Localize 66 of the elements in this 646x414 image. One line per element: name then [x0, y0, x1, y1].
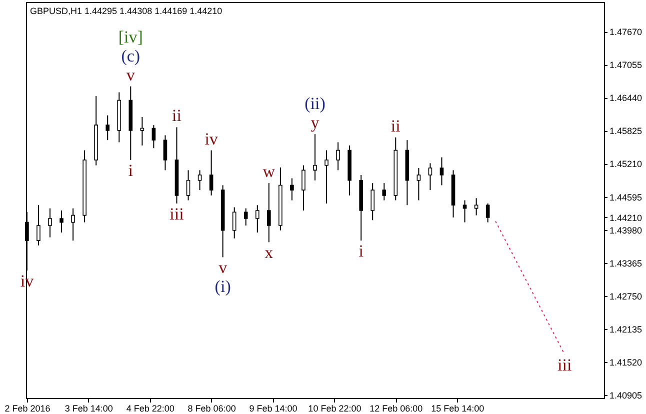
annotation: iii — [170, 204, 184, 224]
annotation: y — [310, 113, 320, 132]
annotation: ii — [172, 106, 182, 126]
x-tick-label: 9 Feb 14:00 — [249, 404, 298, 414]
y-tick-label: 1.42135 — [610, 324, 642, 334]
chart-title: GBPUSD,H1 1.44295 1.44308 1.44169 1.44210 — [30, 6, 222, 16]
y-tick-label: 1.47055 — [610, 60, 642, 70]
candlestick — [198, 170, 202, 191]
y-tick-label: 1.40905 — [610, 390, 642, 401]
candlestick — [290, 178, 294, 201]
candlestick — [474, 198, 478, 216]
annotation: (c) — [121, 46, 140, 66]
candlestick — [186, 170, 190, 201]
annotation: [iv] — [118, 27, 143, 46]
candlestick — [313, 134, 317, 181]
candlestick — [486, 202, 490, 223]
candlestick — [370, 182, 375, 221]
y-tick-label: 1.47670 — [610, 27, 642, 38]
candlestick — [209, 150, 214, 196]
y-tick-label: 1.44210 — [610, 212, 642, 223]
annotation: iv — [204, 129, 218, 148]
y-tick-label: 1.43365 — [610, 258, 642, 268]
candlestick — [267, 182, 271, 243]
annotation: x — [264, 243, 274, 262]
annotation: iii — [558, 355, 572, 374]
annotation: v — [126, 65, 136, 84]
annotation: w — [262, 162, 276, 182]
y-tick-label: 1.45210 — [610, 159, 642, 170]
annotation: (i) — [214, 277, 231, 296]
candlestick — [163, 134, 168, 171]
candlestick — [152, 124, 156, 149]
candlestick — [71, 208, 75, 242]
x-tick-label: 2 Feb 2016 — [4, 404, 50, 414]
annotation: i — [358, 242, 364, 261]
y-tick-label: 1.43980 — [610, 225, 642, 236]
y-tick-label: 1.46440 — [610, 93, 642, 104]
candlestick — [244, 208, 248, 226]
annotation: v — [218, 258, 228, 278]
annotation: ii — [390, 116, 401, 136]
candlestick — [440, 156, 444, 186]
annotation: (ii) — [304, 94, 326, 114]
candlestick — [232, 206, 236, 239]
annotation: i — [128, 160, 134, 180]
y-tick-label: 1.42750 — [610, 291, 642, 302]
candlestick — [324, 150, 328, 204]
candlestick — [36, 204, 40, 246]
candlestick — [60, 210, 64, 234]
candlestick — [336, 142, 340, 171]
candlestick — [382, 182, 386, 201]
x-tick-label: 10 Feb 22:00 — [308, 404, 362, 414]
y-tick-label: 1.44595 — [610, 192, 642, 202]
y-tick-label: 1.45825 — [610, 126, 642, 136]
x-tick-label: 8 Feb 06:00 — [188, 404, 236, 414]
candlestick — [416, 168, 421, 201]
candlestick — [106, 114, 110, 141]
candlestick — [462, 200, 467, 223]
x-tick-label: 15 Feb 14:00 — [431, 404, 484, 414]
x-tick-label: 4 Feb 22:00 — [126, 404, 174, 414]
candlestick — [428, 162, 432, 191]
candlestick — [255, 204, 260, 234]
x-tick-label: 12 Feb 06:00 — [370, 404, 423, 414]
x-tick-label: 3 Feb 14:00 — [64, 404, 113, 414]
y-tick-label: 1.41520 — [610, 358, 642, 368]
candlestick — [302, 164, 306, 211]
candlestick — [140, 116, 144, 146]
candlestick — [48, 208, 52, 238]
